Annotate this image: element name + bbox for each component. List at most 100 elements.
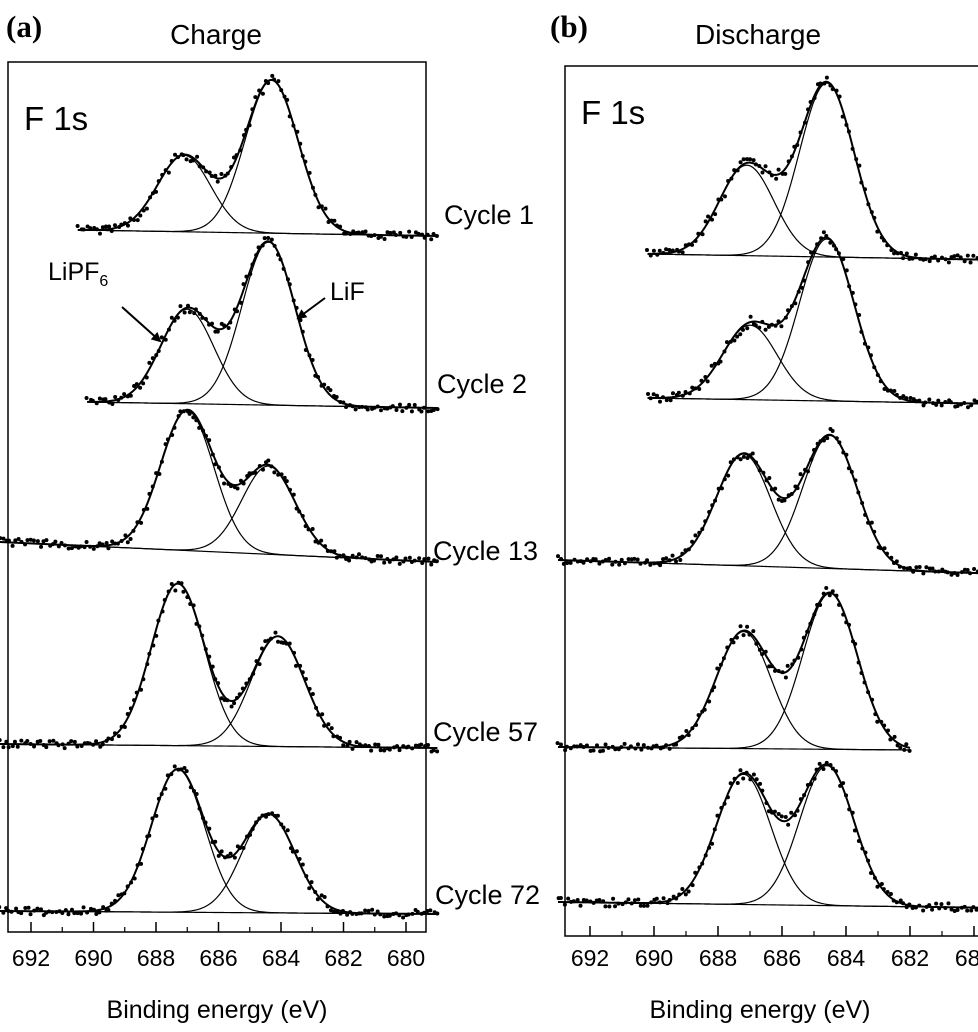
data-point [119,395,124,400]
data-point [930,907,935,912]
data-point [760,652,765,657]
data-point [971,905,976,910]
data-point [401,559,406,564]
data-point [95,544,100,549]
data-point [294,663,298,668]
data-point [879,719,884,724]
data-point [266,235,271,240]
data-point [601,899,606,904]
data-point [338,911,343,916]
data-point [169,772,174,777]
data-point [181,153,186,158]
data-point [873,712,878,717]
data-point [766,809,771,814]
data-point [789,492,794,497]
data-point [869,520,874,525]
data-point [824,760,829,765]
data-point [313,192,318,197]
data-point [821,438,826,443]
data-point [338,399,343,404]
data-point [904,905,909,910]
data-point [786,493,791,498]
data-point [780,670,785,675]
data-point [763,649,768,654]
data-point [97,541,102,546]
data-point [844,268,849,273]
data-point [738,624,743,629]
fit-envelope [0,767,438,915]
data-point [219,171,224,176]
data-point [378,912,383,917]
data-point [690,726,695,731]
data-point [19,738,24,743]
data-point [420,232,425,237]
data-point [154,813,159,818]
data-point [841,612,846,617]
data-point [310,526,315,531]
data-point [50,910,55,915]
data-point [729,176,734,181]
data-point [112,731,117,736]
data-point [789,304,794,309]
data-point [913,252,918,257]
data-point [203,316,208,321]
data-point [300,862,305,867]
data-point [707,845,712,850]
data-point [184,769,189,774]
data-point [585,557,590,562]
data-point [88,226,93,231]
data-point [758,781,763,786]
data-point [197,164,202,169]
data-point [15,744,20,749]
data-point [338,224,343,229]
data-point [591,900,596,905]
data-point [407,555,412,560]
data-point [715,813,720,818]
data-point [56,743,61,748]
data-point [147,651,152,656]
data-point [628,744,633,749]
data-point [786,822,791,827]
data-point [294,506,299,511]
data-point [638,903,643,908]
cycle-label-72: Cycle 72 [435,880,540,910]
data-point [276,472,281,477]
data-point [69,546,74,551]
data-point [88,906,93,911]
data-point [106,908,111,912]
data-point [281,825,286,830]
data-point [139,520,144,525]
data-point [885,890,890,895]
data-point [354,740,359,745]
data-point [847,284,852,289]
data-point [38,738,43,743]
data-point [375,404,380,409]
data-point [88,544,93,549]
data-point [419,409,424,414]
data-point [134,382,139,387]
x-tick-label: 680 [955,945,978,971]
data-point [44,538,49,543]
data-point [363,556,368,561]
data-point [181,409,186,414]
data-point [332,549,337,554]
data-point [160,172,165,177]
measured-points [0,409,439,567]
data-point [435,749,440,754]
data-point [310,692,315,697]
data-point [388,230,393,235]
data-point [773,486,778,491]
data-point [347,739,352,744]
data-point [707,510,712,515]
data-point [934,402,939,407]
data-point [974,907,978,912]
data-point [836,251,841,256]
x-tick-label: 690 [635,945,673,971]
data-point [372,912,377,917]
data-point [335,909,340,914]
data-point [97,910,102,915]
data-point [661,250,666,255]
data-point [940,567,945,572]
data-point [665,901,670,906]
data-point [655,393,660,398]
